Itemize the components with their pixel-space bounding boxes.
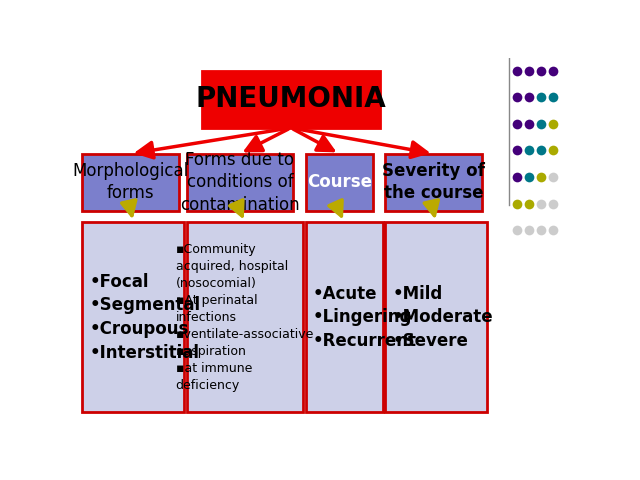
FancyBboxPatch shape: [306, 222, 383, 412]
FancyBboxPatch shape: [187, 154, 293, 211]
Text: •Acute
•Lingering
•Recurrent: •Acute •Lingering •Recurrent: [313, 285, 417, 350]
Text: ▪Community
acquired, hospital
(nosocomial)
▪At perinatal
infections
▪ventilate-a: ▪Community acquired, hospital (nosocomia…: [176, 243, 314, 392]
FancyBboxPatch shape: [306, 154, 372, 211]
Text: Severity of
the course: Severity of the course: [382, 162, 485, 203]
FancyBboxPatch shape: [202, 71, 380, 128]
FancyBboxPatch shape: [385, 154, 482, 211]
FancyBboxPatch shape: [83, 222, 184, 412]
Text: Forms due to
conditions of
contamination: Forms due to conditions of contamination: [180, 151, 300, 214]
Text: Morphological
forms: Morphological forms: [73, 162, 189, 203]
Text: PNEUMONIA: PNEUMONIA: [195, 85, 386, 113]
FancyBboxPatch shape: [187, 222, 303, 412]
FancyBboxPatch shape: [385, 222, 486, 412]
Text: •Mild
•Moderate
•Severe: •Mild •Moderate •Severe: [392, 285, 493, 350]
Text: •Focal
•Segmental
•Croupous
•Interstitial: •Focal •Segmental •Croupous •Interstitia…: [90, 273, 201, 361]
Text: Course: Course: [307, 173, 372, 192]
FancyBboxPatch shape: [83, 154, 179, 211]
